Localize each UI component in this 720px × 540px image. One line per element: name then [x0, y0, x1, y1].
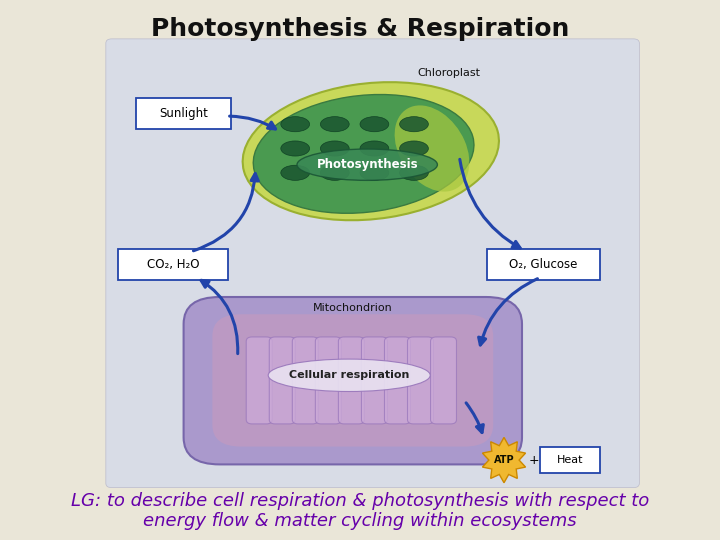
- Ellipse shape: [281, 165, 310, 180]
- FancyBboxPatch shape: [487, 249, 600, 280]
- FancyBboxPatch shape: [269, 337, 295, 424]
- Text: O₂, Glucose: O₂, Glucose: [510, 258, 577, 271]
- Text: LG: to describe cell respiration & photosynthesis with respect to: LG: to describe cell respiration & photo…: [71, 492, 649, 510]
- Text: Cellular respiration: Cellular respiration: [289, 370, 410, 380]
- Text: Heat: Heat: [557, 455, 583, 465]
- Text: Photosynthesis: Photosynthesis: [316, 158, 418, 171]
- Ellipse shape: [281, 117, 310, 132]
- FancyBboxPatch shape: [361, 337, 387, 424]
- FancyBboxPatch shape: [540, 447, 600, 473]
- FancyBboxPatch shape: [338, 337, 364, 424]
- FancyBboxPatch shape: [135, 98, 232, 129]
- Ellipse shape: [360, 117, 389, 132]
- Text: Sunlight: Sunlight: [159, 107, 208, 120]
- FancyBboxPatch shape: [408, 337, 433, 424]
- Text: energy flow & matter cycling within ecosystems: energy flow & matter cycling within ecos…: [143, 511, 577, 530]
- Ellipse shape: [400, 141, 428, 156]
- Ellipse shape: [400, 165, 428, 180]
- FancyBboxPatch shape: [184, 297, 522, 464]
- Ellipse shape: [360, 165, 389, 180]
- Ellipse shape: [320, 165, 349, 180]
- Text: Mitochondrion: Mitochondrion: [313, 303, 392, 313]
- Ellipse shape: [320, 141, 349, 156]
- Ellipse shape: [281, 141, 310, 156]
- Polygon shape: [482, 437, 526, 483]
- FancyBboxPatch shape: [384, 337, 410, 424]
- Ellipse shape: [243, 82, 499, 220]
- Ellipse shape: [253, 94, 474, 213]
- Ellipse shape: [268, 359, 431, 392]
- FancyBboxPatch shape: [431, 337, 456, 424]
- Text: Chloroplast: Chloroplast: [418, 68, 481, 78]
- Ellipse shape: [297, 149, 438, 180]
- Ellipse shape: [360, 141, 389, 156]
- Text: CO₂, H₂O: CO₂, H₂O: [147, 258, 199, 271]
- FancyBboxPatch shape: [292, 337, 318, 424]
- Text: ATP: ATP: [494, 455, 514, 465]
- Ellipse shape: [395, 105, 469, 192]
- Text: Photosynthesis & Respiration: Photosynthesis & Respiration: [150, 17, 570, 41]
- FancyBboxPatch shape: [212, 314, 493, 447]
- Ellipse shape: [400, 117, 428, 132]
- FancyBboxPatch shape: [315, 337, 341, 424]
- FancyBboxPatch shape: [106, 39, 639, 488]
- Text: +: +: [529, 454, 539, 467]
- Ellipse shape: [320, 117, 349, 132]
- FancyBboxPatch shape: [117, 249, 228, 280]
- FancyBboxPatch shape: [246, 337, 272, 424]
